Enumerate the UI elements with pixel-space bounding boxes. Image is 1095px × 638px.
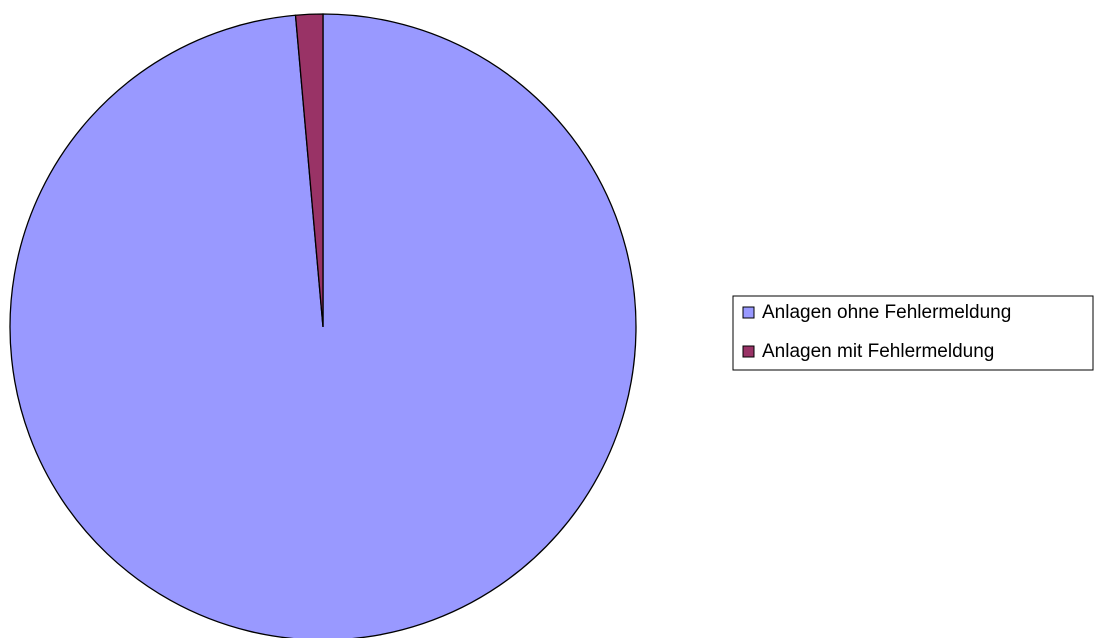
legend-label: Anlagen ohne Fehlermeldung	[762, 302, 1011, 323]
pie-slice	[9, 13, 637, 638]
pie-slice	[294, 13, 324, 328]
legend-box	[732, 295, 1094, 371]
legend-swatch	[742, 306, 755, 319]
legend-swatch	[742, 345, 755, 358]
legend-label: Anlagen mit Fehlermeldung	[762, 341, 994, 362]
